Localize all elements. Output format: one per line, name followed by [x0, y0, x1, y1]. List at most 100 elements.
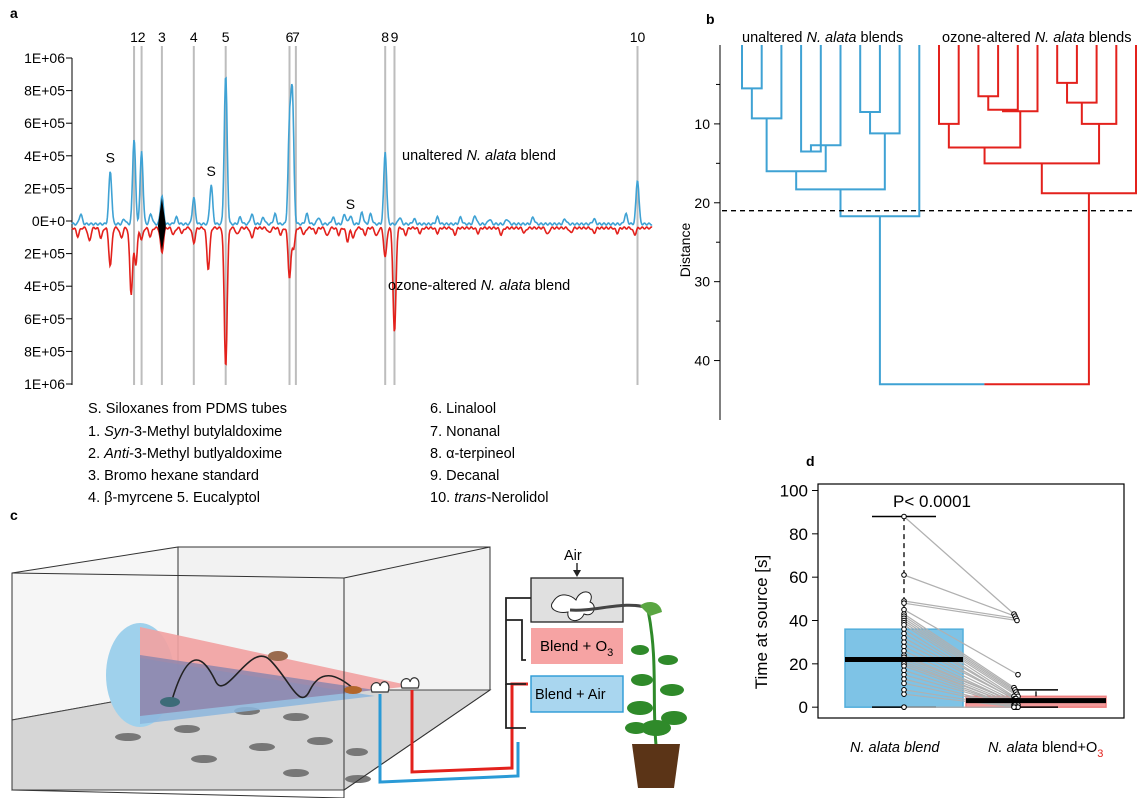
panel-d-category-label-1: N. alata blend	[850, 740, 940, 756]
blend-air-box: Blend + Air	[530, 675, 624, 713]
y-tick-label: 6E+05	[24, 311, 65, 327]
flight-path	[171, 655, 356, 701]
compound-marker-label: 4	[190, 29, 198, 45]
dendrogram-branch	[977, 45, 1000, 98]
dendrogram-branch	[878, 216, 985, 386]
dendrogram-branch	[1056, 45, 1078, 84]
blend-air-rect	[530, 675, 624, 713]
panel-a-series-label-ozone: ozone-altered N. alata blend	[388, 278, 570, 294]
legend-entry: 4. β-myrcene 5. Eucalyptol	[88, 490, 260, 506]
y-tick-label: 40	[694, 353, 710, 369]
panel-a-siloxane-annotations: S S S	[106, 150, 355, 212]
paired-line	[903, 663, 1016, 706]
legend-entry: 6. Linalool	[430, 401, 496, 417]
panel-b: b 10 20 30 40 Distance unaltered N. alata b…	[677, 11, 1137, 420]
y-tick-label: 1E+06	[24, 50, 65, 66]
point-blend-o3	[1015, 671, 1021, 678]
legend-entry: 10. trans-Nerolidol	[430, 490, 549, 506]
y-tick-label: 20	[789, 655, 808, 674]
y-tick-label: 100	[780, 482, 808, 501]
dendrogram-branch	[800, 45, 822, 153]
panel-label-d: d	[806, 453, 815, 469]
point-blend	[901, 572, 907, 578]
odor-nozzles	[370, 677, 420, 693]
y-tick-label: 30	[694, 274, 710, 290]
point-blend	[901, 513, 907, 520]
compound-marker-label: 2	[138, 29, 146, 45]
dendrogram-branch	[984, 193, 1090, 386]
paired-line	[903, 615, 1016, 691]
panel-d-y-ticks: 0 20 40 60 80 100	[780, 482, 818, 717]
point-blend	[901, 600, 907, 606]
compound-marker-label: 6	[286, 29, 294, 45]
y-tick-label: 4E+05	[24, 148, 65, 164]
legend-entry: S. Siloxanes from PDMS tubes	[88, 401, 287, 417]
paired-line	[903, 602, 1018, 622]
plant-icon	[625, 602, 687, 788]
legend-entry: 1. Syn-3-Methyl butylaldoxime	[88, 424, 282, 440]
paired-line	[903, 689, 1017, 708]
tubing-black	[505, 597, 531, 729]
compound-marker-label: 7	[292, 29, 300, 45]
legend-entry: 2. Anti-3-Methyl butlyaldoxime	[88, 446, 282, 462]
paired-line	[903, 574, 1016, 617]
point-blend	[901, 691, 907, 697]
dendrogram-branch	[869, 45, 901, 135]
moth-icon	[160, 651, 362, 707]
air-pump: Air	[530, 548, 624, 623]
y-tick-label: 20	[694, 195, 710, 211]
dendrogram-branch	[765, 118, 827, 173]
compound-marker-label: 10	[630, 29, 646, 45]
compound-marker-label: 9	[391, 29, 399, 45]
y-tick-label: 10	[694, 116, 710, 132]
legend-entry: 3. Bromo hexane standard	[88, 468, 259, 484]
point-blend-o3	[1011, 704, 1017, 710]
dendrogram-branch	[1040, 45, 1137, 195]
panel-label-a: a	[10, 5, 18, 21]
panel-d-p-value: P< 0.0001	[893, 492, 971, 511]
dendrogram-branch	[741, 45, 763, 90]
fan-icon	[551, 591, 595, 621]
dendrogram-branch	[1066, 45, 1098, 104]
y-tick-label: 0E+0	[32, 213, 65, 229]
paired-line	[903, 682, 1016, 708]
plant-pot	[632, 744, 680, 788]
point-blend	[901, 680, 907, 687]
y-tick-label: 80	[789, 525, 808, 544]
wind-tunnel	[11, 546, 492, 798]
point-blend	[901, 704, 907, 710]
panel-d-medians	[845, 657, 1106, 704]
panel-a-y-tick-labels: 1E+06 8E+05 6E+05 4E+05 2E+05 0E+0 2E+05 4E+05 6…	[24, 50, 73, 392]
dendrogram-branch	[1002, 45, 1039, 113]
dendrogram-branch	[983, 123, 1101, 165]
y-tick-label: 60	[789, 568, 808, 587]
y-tick-label: 2E+05	[24, 246, 65, 262]
dendrogram-branch	[809, 45, 842, 152]
legend-entry: 7. Nonanal	[430, 424, 500, 440]
siloxane-label: S	[207, 163, 216, 179]
y-tick-label: 1E+06	[24, 376, 65, 392]
paired-line	[903, 516, 1015, 615]
air-arrowhead	[573, 570, 581, 577]
panel-d-y-axis-label: Time at source [s]	[752, 555, 771, 689]
blend-o3-rect	[531, 628, 623, 664]
point-blend-o3	[1014, 617, 1020, 624]
siloxane-label: S	[346, 196, 355, 212]
compound-marker-label: 1	[130, 29, 138, 45]
dendrogram-branch	[750, 45, 783, 120]
legend-entry: 9. Decanal	[430, 468, 499, 484]
tube-blue	[378, 694, 520, 784]
air-label: Air	[564, 548, 582, 564]
y-tick-label: 6E+05	[24, 115, 65, 131]
compound-marker-label: 3	[158, 29, 166, 45]
panel-d-plot-frame	[817, 483, 1125, 719]
panel-c: c	[10, 507, 687, 798]
panel-label-b: b	[706, 11, 715, 27]
dendrogram-branch	[987, 45, 1019, 111]
blend-o3-label: Blend + O3	[540, 638, 613, 659]
y-tick-label: 8E+05	[24, 343, 65, 359]
panel-a: a 1E+06 8E+05 6E+05 4E+05 2E+05 0E+0 2E+05 4E+0…	[10, 5, 653, 506]
paired-line	[903, 600, 1017, 619]
paired-line	[903, 641, 1019, 702]
